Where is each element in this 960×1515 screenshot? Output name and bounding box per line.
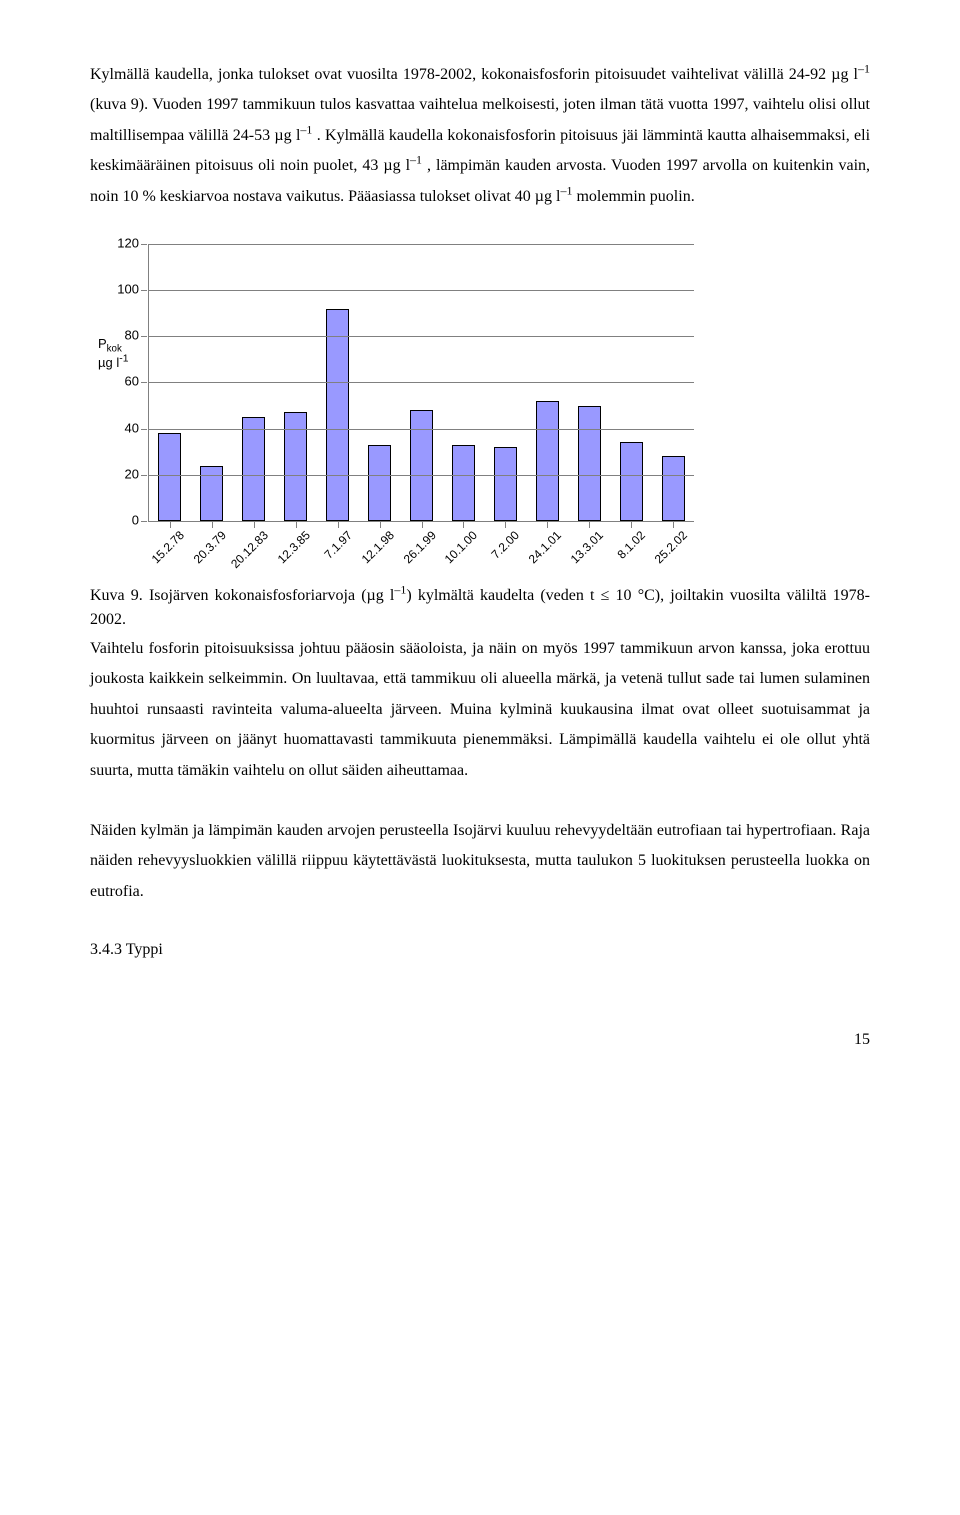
gridline — [149, 336, 694, 337]
gridline — [149, 244, 694, 245]
x-tick — [422, 522, 423, 528]
x-tick-label: 24.1.01 — [523, 525, 567, 569]
subheading: 3.4.3 Typpi — [90, 935, 870, 965]
x-tick-label: 12.3.85 — [272, 525, 316, 569]
chart-container: Pkok µg l-1 02040608010012015.2.7820.3.7… — [90, 236, 870, 576]
gridline — [149, 475, 694, 476]
y-axis-label-2: µg l — [98, 355, 119, 370]
x-tick-label: 8.1.02 — [612, 525, 652, 565]
sup: –1 — [394, 583, 406, 597]
gridline — [149, 429, 694, 430]
gridline — [149, 382, 694, 383]
y-tick-label: 100 — [109, 278, 149, 303]
bar — [452, 445, 475, 521]
y-tick-label: 80 — [109, 324, 149, 349]
y-tick-label: 120 — [109, 232, 149, 257]
paragraph-1: Kylmällä kaudella, jonka tulokset ovat v… — [90, 60, 870, 212]
text: Kylmällä kaudella, jonka tulokset ovat v… — [90, 66, 858, 83]
bar — [368, 445, 391, 521]
bar-chart: Pkok µg l-1 02040608010012015.2.7820.3.7… — [94, 236, 714, 576]
bar — [536, 401, 559, 521]
y-tick-label: 0 — [109, 509, 149, 534]
bar — [662, 456, 685, 521]
y-axis-label-1: P — [98, 336, 107, 351]
y-tick-label: 60 — [109, 370, 149, 395]
paragraph-3: Näiden kylmän ja lämpimän kauden arvojen… — [90, 816, 870, 907]
bar — [326, 309, 349, 521]
x-tick-label: 7.2.00 — [486, 525, 526, 565]
gridline — [149, 290, 694, 291]
x-tick-label: 12.1.98 — [355, 525, 399, 569]
sup: –1 — [410, 153, 422, 167]
caption-text-a: Kuva 9. Isojärven kokonaisfosforiarvoja … — [90, 587, 394, 604]
sup: –1 — [300, 122, 312, 136]
page-number: 15 — [90, 1025, 870, 1055]
bar — [620, 442, 643, 520]
sup: –1 — [858, 62, 870, 76]
y-axis-sup: -1 — [119, 354, 128, 365]
x-tick-label: 10.1.00 — [439, 525, 483, 569]
x-tick — [380, 522, 381, 528]
bar — [158, 433, 181, 521]
x-tick-label: 25.2.02 — [649, 525, 693, 569]
y-tick-label: 20 — [109, 462, 149, 487]
text: molemmin puolin. — [576, 188, 694, 205]
sup: –1 — [560, 183, 572, 197]
paragraph-2: Vaihtelu fosforin pitoisuuksissa johtuu … — [90, 634, 870, 786]
figure-caption: Kuva 9. Isojärven kokonaisfosforiarvoja … — [90, 584, 870, 632]
x-tick-label: 13.3.01 — [565, 525, 609, 569]
bar — [494, 447, 517, 521]
bar — [578, 406, 601, 521]
x-tick-label: 20.12.83 — [225, 525, 274, 574]
x-tick-label: 26.1.99 — [397, 525, 441, 569]
y-tick-label: 40 — [109, 416, 149, 441]
x-tick-label: 15.2.78 — [146, 525, 190, 569]
x-tick-label: 20.3.79 — [188, 525, 232, 569]
x-tick-label: 7.1.97 — [318, 525, 358, 565]
bar — [410, 410, 433, 521]
plot-area: 02040608010012015.2.7820.3.7920.12.8312.… — [148, 244, 694, 522]
bar — [242, 417, 265, 521]
